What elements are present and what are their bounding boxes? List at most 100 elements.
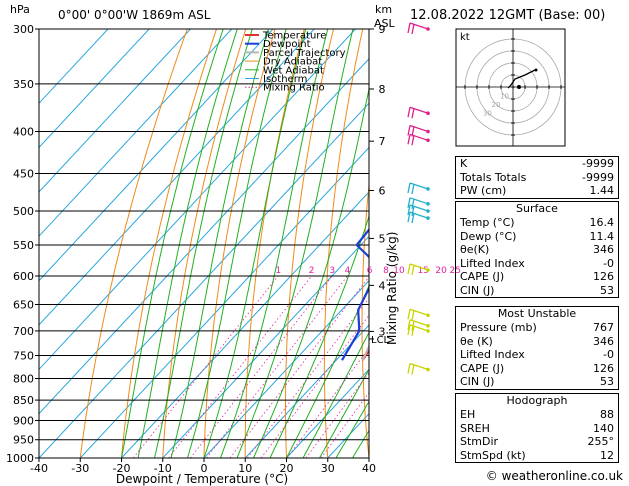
stat-value: 53: [600, 375, 614, 388]
mixing-ratio-label: 1: [275, 266, 281, 276]
stat-label: StmSpd (kt): [460, 448, 526, 462]
stat-row: StmDir 255°: [456, 435, 618, 449]
stat-row: PW (cm) 1.44: [456, 184, 618, 198]
index-table: K -9999 Totals Totals -9999 PW (cm) 1.44: [455, 156, 619, 199]
km-tick-label: 9: [379, 23, 386, 36]
stat-value: 346: [593, 243, 614, 256]
km-tick-label: 6: [379, 184, 386, 197]
stat-row: θe(K) 346: [456, 243, 618, 257]
wind-barb: [407, 197, 430, 209]
stat-row: Totals Totals -9999: [456, 171, 618, 185]
hodograph-unit-label: kt: [460, 32, 470, 43]
wet-adiabat-line: [335, 400, 369, 458]
stat-value: 12: [600, 448, 614, 462]
hodograph-ring-label: 20: [491, 101, 500, 109]
mixing-ratio-label: 4: [345, 266, 351, 276]
surface-table: Surface Temp (°C) 16.4 Dewp (°C) 11.4 θe(K) 3…: [455, 201, 619, 298]
wind-barb: [407, 308, 430, 321]
isotherm-line: [162, 235, 369, 458]
stat-row: K -9999: [456, 157, 618, 171]
temperature-tick-label: 0: [201, 462, 208, 475]
pressure-tick-label: 950: [13, 434, 34, 447]
stat-row: Lifted Index -0: [456, 348, 618, 362]
pressure-tick-label: 900: [13, 414, 34, 427]
wind-barb: [407, 182, 430, 195]
mixing-ratio-line: [190, 275, 333, 458]
lcl-label: LCL: [371, 335, 390, 346]
pressure-tick-label: 1000: [6, 452, 34, 465]
wind-barbs: [407, 22, 430, 375]
legend-item: Dry Adiabat: [263, 57, 322, 68]
stat-label: StmDir: [460, 435, 499, 448]
stat-row: Temp (°C) 16.4: [456, 216, 618, 230]
stat-label: CAPE (J): [460, 270, 505, 283]
stat-row: Dewp (°C) 11.4: [456, 230, 618, 244]
temperature-tick-label: -10: [154, 462, 172, 475]
hodograph-title: Hodograph: [456, 393, 618, 408]
mixing-ratio-axis-title: Mixing Ratio (g/kg): [385, 232, 399, 345]
x-axis-title: Dewpoint / Temperature (°C): [116, 472, 288, 486]
stat-value: 16.4: [589, 216, 615, 229]
asl-unit-label: ASL: [374, 17, 395, 30]
stat-value: 767: [593, 321, 614, 334]
temperature-tick-label: 40: [362, 462, 376, 475]
mixing-ratio-label: 10: [393, 266, 405, 276]
pressure-tick-label: 750: [13, 349, 34, 362]
unstable-rows: Pressure (mb) 767 θe (K) 346 Lifted Index -0 C…: [456, 321, 618, 389]
wind-barb: [407, 362, 430, 375]
mixing-ratio-line: [168, 275, 312, 458]
isotherm-line: [39, 29, 233, 237]
pressure-tick-label: 450: [13, 167, 34, 180]
wet-adiabat-line: [319, 368, 369, 458]
stat-label: Totals Totals: [460, 170, 527, 184]
pressure-tick-label: 400: [13, 126, 34, 139]
stat-value: -9999: [582, 157, 614, 170]
pressure-tick-label: 350: [13, 78, 34, 91]
copyright-footer[interactable]: © weatheronline.co.uk: [485, 469, 623, 483]
stat-label: Pressure (mb): [460, 321, 537, 334]
legend-item: Wet Adiabat: [263, 65, 324, 76]
mixing-ratio-label: 6: [367, 266, 373, 276]
hodograph-rows: EH 88 SREH 140 StmDir 255° StmSpd (kt) 12: [456, 408, 618, 462]
isotherm-line: [39, 29, 109, 104]
stat-row: θe (K) 346: [456, 335, 618, 349]
isotherm-line: [79, 146, 369, 458]
location-title: 0°00' 0°00'W 1869m ASL: [58, 8, 211, 22]
mixing-ratio-label: 2: [309, 266, 315, 276]
stat-value: -9999: [582, 170, 614, 184]
isotherm-line: [39, 29, 191, 193]
isotherm-line: [39, 29, 274, 282]
valid-time: 12.08.2022 12GMT (Base: 00): [410, 8, 606, 23]
stat-value: 53: [600, 283, 614, 297]
stat-row: Lifted Index -0: [456, 257, 618, 271]
temperature-axis: -40 -30 -20 -10 0 10 20 30 40: [30, 458, 376, 475]
mixing-ratio-line: [132, 275, 279, 458]
stat-value: 255°: [587, 435, 615, 448]
dry-adiabat-line: [434, 29, 452, 458]
km-tick-label: 7: [379, 135, 386, 148]
km-tick-label: 8: [379, 83, 386, 96]
stat-label: θe(K): [460, 243, 490, 256]
km-tick-label: 5: [379, 232, 386, 245]
legend-item: Temperature: [262, 31, 326, 42]
stat-value: 126: [593, 361, 614, 375]
isotherm-line: [39, 29, 150, 149]
isotherm-line: [203, 279, 369, 458]
isotherm-line: [39, 29, 315, 326]
stat-label: CAPE (J): [460, 361, 505, 375]
pressure-tick-label: 800: [13, 372, 34, 385]
wet-adiabat-line: [302, 331, 369, 458]
surface-rows: Temp (°C) 16.4 Dewp (°C) 11.4 θe(K) 346 Lifted…: [456, 216, 618, 297]
stat-label: CIN (J): [460, 283, 495, 297]
mixing-ratio-label: 8: [383, 266, 389, 276]
km-unit-label: km: [375, 3, 393, 16]
stat-label: K: [460, 157, 468, 170]
stat-value: 346: [593, 334, 614, 348]
stat-value: 11.4: [589, 229, 615, 243]
stat-row: SREH 140: [456, 422, 618, 436]
stat-value: 88: [600, 408, 614, 421]
